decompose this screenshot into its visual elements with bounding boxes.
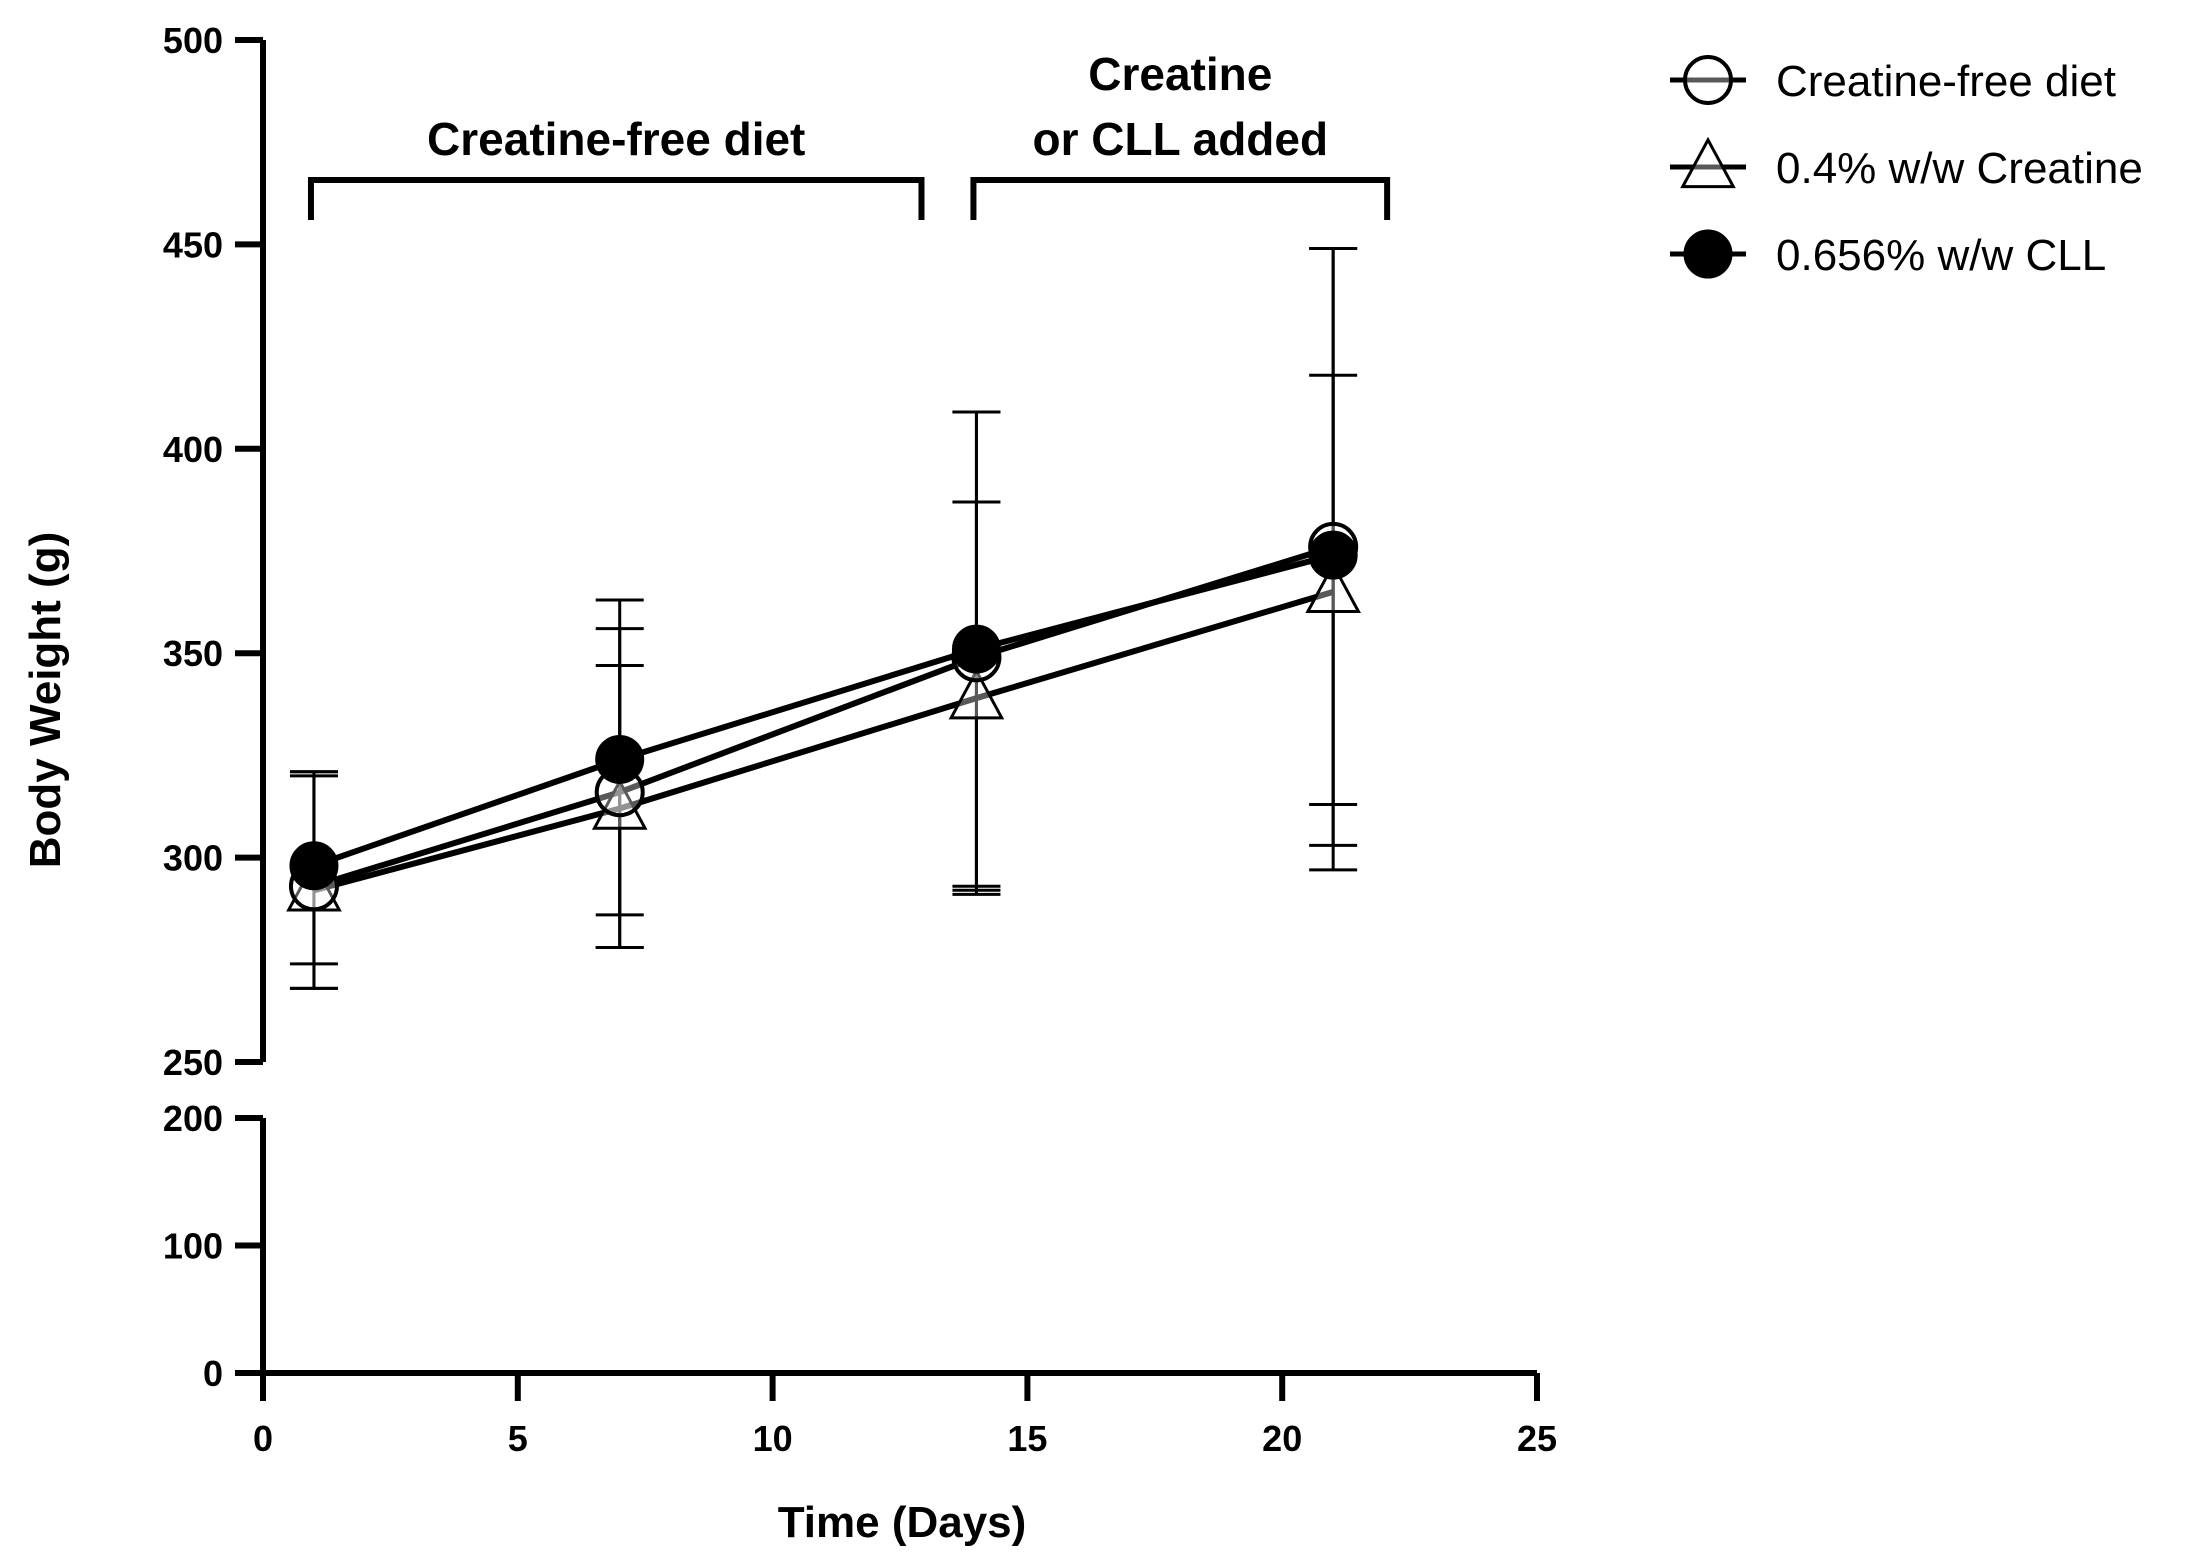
marker-open-triangle	[1680, 136, 1736, 189]
phase-bracket	[307, 177, 925, 220]
y-tick-label: 250	[163, 1042, 223, 1083]
x-tick-label: 5	[508, 1418, 528, 1459]
marker-filled-circle	[595, 734, 645, 784]
series-markers	[286, 521, 1361, 912]
y-tick-label: 450	[163, 224, 223, 265]
axes	[235, 40, 1537, 1376]
marker-filled-circle	[1683, 229, 1733, 279]
y-tick-label: 200	[163, 1098, 223, 1139]
legend-item: Creatine-free diet	[1670, 55, 2116, 106]
legend-label: 0.4% w/w Creatine	[1776, 144, 2143, 193]
marker-open-triangle	[948, 667, 1005, 720]
y-tick-label: 400	[163, 429, 223, 470]
marker-open-circle	[1683, 55, 1733, 105]
x-tick-label: 0	[253, 1418, 273, 1459]
marker-open-triangle	[1305, 561, 1361, 614]
y-tick-label: 100	[163, 1226, 223, 1267]
y-tick-label: 500	[163, 20, 223, 61]
ticks: 250 300 350 400 450 500 0 100 200 0 5 10 15 20 25	[163, 20, 1557, 1459]
phase-label: Creatine	[1088, 48, 1272, 100]
series-lines	[312, 544, 1335, 894]
x-axis-label: Time (Days)	[778, 1498, 1027, 1547]
marker-open-triangle	[591, 778, 648, 830]
legend-label: 0.656% w/w CLL	[1776, 231, 2106, 280]
x-tick-label: 15	[1007, 1418, 1047, 1459]
marker-filled-circle	[1308, 530, 1358, 580]
y-tick-label: 300	[163, 838, 223, 879]
series-line	[312, 552, 1334, 869]
y-tick-label: 350	[163, 633, 223, 674]
legend-item: 0.656% w/w CLL	[1670, 229, 2106, 280]
legend-item: 0.4% w/w Creatine	[1670, 136, 2143, 193]
phase-annotations: Creatine-free diet Creatine or CLL added	[307, 48, 1391, 220]
x-tick-label: 20	[1262, 1418, 1302, 1459]
x-tick-label: 25	[1517, 1418, 1557, 1459]
marker-filled-circle	[289, 841, 339, 891]
phase-label: or CLL added	[1032, 113, 1328, 165]
y-axis-label: Body Weight (g)	[21, 532, 70, 868]
phase-bracket	[970, 177, 1391, 220]
legend: Creatine-free diet 0.4% w/w Creatine 0.656…	[1670, 55, 2143, 280]
marker-filled-circle	[951, 624, 1001, 674]
phase-label: Creatine-free diet	[427, 113, 805, 165]
series-line	[313, 589, 1335, 894]
x-tick-label: 10	[753, 1418, 793, 1459]
error-bars	[289, 246, 1358, 990]
y-tick-label: 0	[203, 1353, 223, 1394]
legend-label: Creatine-free diet	[1776, 57, 2116, 106]
